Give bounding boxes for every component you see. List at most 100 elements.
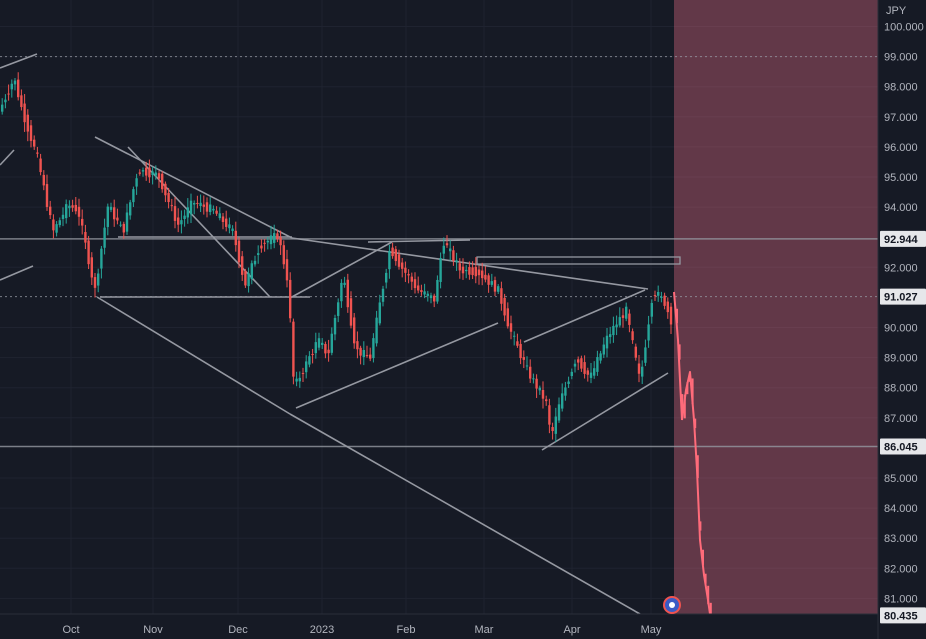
y-tick-label: 98.000 (884, 82, 918, 94)
candle (493, 280, 497, 292)
price-badge (880, 288, 926, 305)
candle (545, 399, 548, 402)
y-tick-label: 81.000 (884, 593, 918, 605)
trend-line (541, 372, 669, 451)
candle (388, 251, 391, 270)
y-tick-label: 90.000 (884, 323, 918, 335)
x-tick-label: Oct (62, 624, 79, 636)
y-tick-label: 87.000 (884, 413, 918, 425)
candle (225, 218, 228, 227)
candle (308, 356, 311, 365)
candle (26, 114, 29, 132)
candle (68, 205, 71, 209)
candle (535, 378, 538, 389)
candle (365, 355, 369, 357)
candle (71, 205, 74, 208)
candle (641, 366, 644, 377)
candle (279, 237, 282, 246)
candle (410, 276, 413, 282)
candle (644, 347, 647, 363)
candle (417, 285, 420, 291)
candle (301, 373, 305, 375)
candle (541, 389, 545, 399)
candle (567, 381, 570, 384)
candle (231, 228, 234, 232)
candle (321, 342, 324, 345)
candle (525, 365, 529, 367)
candle (132, 189, 135, 203)
candle (618, 317, 621, 326)
candle (263, 242, 266, 244)
candle (125, 212, 129, 232)
candle (273, 233, 276, 243)
projection-candle (702, 549, 704, 566)
y-tick-label: 88.000 (884, 383, 918, 395)
candle (247, 273, 250, 287)
candle (189, 200, 193, 215)
projection-candle (699, 521, 702, 531)
candle (583, 362, 586, 374)
candle (487, 275, 490, 285)
candle (141, 170, 145, 172)
candle (461, 266, 465, 274)
candle (183, 215, 186, 220)
candle (65, 204, 68, 219)
candle (580, 358, 583, 369)
candle (628, 313, 631, 325)
candle (90, 257, 93, 278)
candle (23, 103, 26, 123)
candle (577, 359, 580, 363)
y-axis[interactable]: JPY 100.000 99.000 98.000 97.000 96.000 95.000… (877, 0, 926, 639)
candle (257, 253, 260, 255)
candle (369, 354, 372, 359)
x-tick-label: Feb (397, 624, 416, 636)
candle (84, 231, 87, 243)
trend-line (523, 289, 646, 343)
candle (17, 79, 20, 98)
candle (340, 282, 343, 302)
projection-candle (683, 394, 686, 419)
trend-lines (0, 53, 681, 615)
candle (29, 125, 33, 141)
candle (1, 104, 4, 112)
candle (573, 363, 577, 367)
candle (234, 230, 237, 246)
candle (260, 245, 263, 249)
flag-icon[interactable] (663, 596, 681, 614)
trend-line (0, 149, 15, 166)
x-axis-background (0, 614, 926, 639)
y-tick-label: 85.000 (884, 473, 918, 485)
candle (58, 220, 61, 226)
candle (401, 262, 404, 269)
candle (109, 206, 113, 210)
candle (4, 99, 7, 103)
candle (212, 208, 215, 211)
projection-candle (696, 455, 699, 479)
candle (631, 331, 634, 341)
candle (660, 296, 663, 298)
candle (13, 80, 17, 85)
candle (532, 378, 535, 380)
candle (330, 333, 333, 353)
candle (551, 427, 554, 432)
price-badge (880, 230, 926, 247)
candle (615, 324, 618, 328)
candle (269, 235, 273, 245)
y-axis-background (878, 0, 926, 639)
candle (637, 363, 641, 374)
candle (423, 291, 426, 295)
trend-line (0, 53, 38, 69)
candle (52, 219, 55, 231)
candle (586, 370, 589, 375)
candle (407, 274, 410, 276)
candle (122, 223, 125, 233)
candle (311, 353, 314, 355)
candle (522, 357, 525, 360)
candle (397, 254, 401, 267)
candle (305, 361, 308, 373)
trend-line (96, 296, 291, 415)
candle (193, 203, 196, 205)
candle (202, 204, 205, 207)
currency-label: JPY (886, 5, 907, 17)
